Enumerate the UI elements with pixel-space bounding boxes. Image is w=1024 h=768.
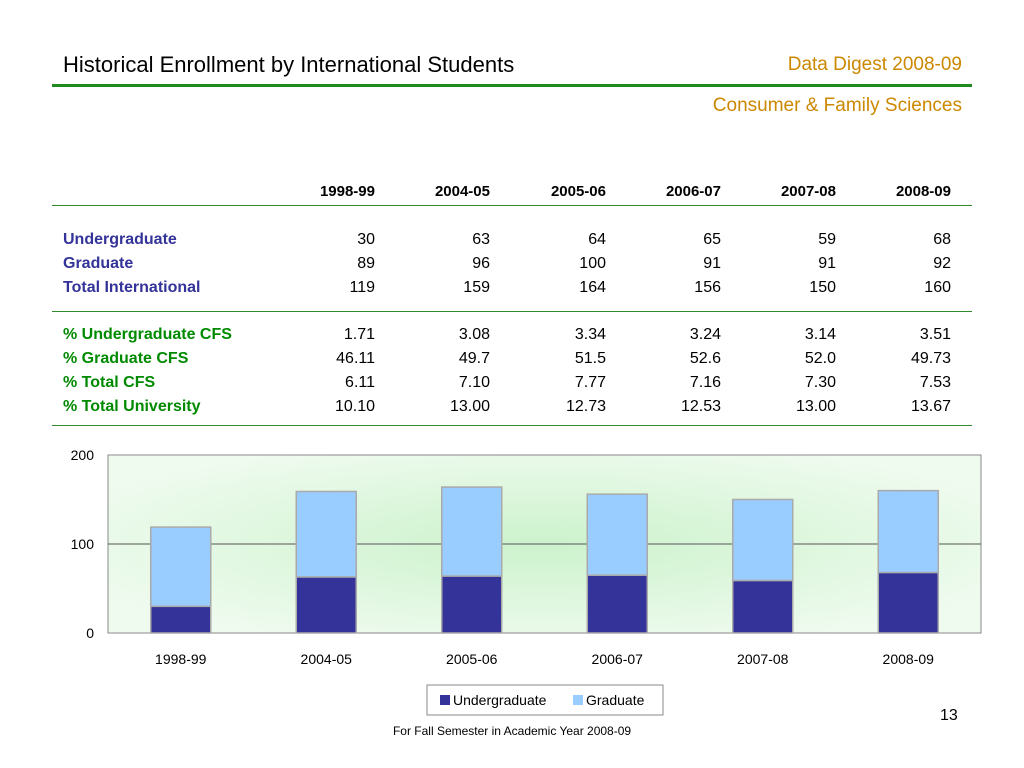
table-cell: 3.51 xyxy=(919,326,951,343)
y-tick-label: 100 xyxy=(71,536,95,552)
row-label-total-international: Total International xyxy=(63,279,201,296)
row-label-pct-total-cfs: % Total CFS xyxy=(63,374,156,391)
table-cell: 64 xyxy=(588,231,606,248)
table-cell: 160 xyxy=(924,279,951,296)
column-header: 1998-99 xyxy=(319,183,375,200)
table-cell: 156 xyxy=(694,279,721,296)
table-cell: 13.67 xyxy=(910,398,951,415)
table-cell: 100 xyxy=(579,255,606,272)
department-label: Consumer & Family Sciences xyxy=(712,95,962,116)
bar-undergraduate xyxy=(150,605,212,634)
row-label-pct-undergraduate-cfs: % Undergraduate CFS xyxy=(63,326,232,343)
x-tick-label: 2005-06 xyxy=(446,651,498,667)
slide-title: Historical Enrollment by International S… xyxy=(63,52,515,77)
bar-undergraduate xyxy=(295,576,357,634)
table-cell: 63 xyxy=(472,231,490,248)
y-tick-label: 0 xyxy=(86,625,94,641)
legend-box xyxy=(426,684,664,716)
column-header: 2007-08 xyxy=(780,183,836,200)
table-bottom-rule xyxy=(52,425,972,426)
bar-undergraduate xyxy=(732,579,794,634)
table-cell: 6.11 xyxy=(345,374,375,391)
bar-graduate xyxy=(877,489,939,574)
table-cell: 3.34 xyxy=(574,326,606,343)
bar-undergraduate xyxy=(586,574,648,634)
bar-graduate xyxy=(295,490,357,578)
table-group-rule xyxy=(52,311,972,312)
table-cell: 13.00 xyxy=(449,398,490,415)
x-tick-label: 2008-09 xyxy=(883,651,935,667)
table-cell: 12.73 xyxy=(565,398,606,415)
column-header: 2006-07 xyxy=(665,183,721,200)
row-label-graduate: Graduate xyxy=(63,255,134,272)
table-cell: 89 xyxy=(357,255,375,272)
table-cell: 12.53 xyxy=(680,398,721,415)
column-header: 2005-06 xyxy=(550,183,606,200)
page-number: 13 xyxy=(940,707,958,724)
x-tick-label: 1998-99 xyxy=(155,651,207,667)
bar-graduate xyxy=(150,526,212,608)
table-cell: 3.14 xyxy=(804,326,836,343)
y-tick-label: 200 xyxy=(71,447,95,463)
footer-note: For Fall Semester in Academic Year 2008-… xyxy=(392,724,632,738)
table-cell: 159 xyxy=(463,279,490,296)
table-cell: 91 xyxy=(703,255,721,272)
table-cell: 7.53 xyxy=(919,374,951,391)
table-cell: 7.30 xyxy=(804,374,836,391)
row-label-undergraduate: Undergraduate xyxy=(63,231,177,248)
table-cell: 46.11 xyxy=(336,350,375,367)
table-cell: 59 xyxy=(818,231,836,248)
table-cell: 3.08 xyxy=(458,326,490,343)
table-cell: 51.5 xyxy=(574,350,606,367)
legend-swatch xyxy=(440,695,450,705)
table-cell: 7.77 xyxy=(574,374,606,391)
table-cell: 119 xyxy=(349,279,375,296)
bar-graduate xyxy=(586,493,648,576)
table-cell: 164 xyxy=(579,279,606,296)
x-tick-label: 2007-08 xyxy=(737,651,789,667)
bar-graduate xyxy=(441,486,503,577)
table-cell: 92 xyxy=(933,255,951,272)
table-cell: 65 xyxy=(703,231,721,248)
table-cell: 150 xyxy=(809,279,836,296)
digest-label: Data Digest 2008-09 xyxy=(787,54,962,75)
table-cell: 7.16 xyxy=(689,374,721,391)
title-divider xyxy=(52,84,972,87)
table-header-rule xyxy=(52,205,972,206)
table-cell: 52.6 xyxy=(689,350,721,367)
x-tick-label: 2006-07 xyxy=(592,651,644,667)
row-label-pct-total-university: % Total University xyxy=(63,398,201,415)
bar-undergraduate xyxy=(877,571,939,634)
table-cell: 13.00 xyxy=(795,398,836,415)
table-cell: 10.10 xyxy=(334,398,375,415)
legend-label: Undergraduate xyxy=(453,692,547,708)
legend-swatch xyxy=(573,695,583,705)
table-cell: 52.0 xyxy=(804,350,836,367)
bar-undergraduate xyxy=(441,575,503,634)
legend-label: Graduate xyxy=(586,692,645,708)
column-header: 2008-09 xyxy=(895,183,951,200)
table-cell: 30 xyxy=(357,231,375,248)
column-header: 2004-05 xyxy=(434,183,490,200)
table-cell: 3.24 xyxy=(689,326,721,343)
x-tick-label: 2004-05 xyxy=(301,651,353,667)
table-cell: 49.73 xyxy=(910,350,951,367)
row-label-pct-graduate-cfs: % Graduate CFS xyxy=(63,350,189,367)
table-cell: 96 xyxy=(472,255,490,272)
table-cell: 7.10 xyxy=(458,374,490,391)
table-cell: 1.71 xyxy=(343,326,375,343)
bar-graduate xyxy=(732,498,794,582)
table-cell: 49.7 xyxy=(458,350,490,367)
table-cell: 68 xyxy=(933,231,951,248)
table-cell: 91 xyxy=(818,255,836,272)
